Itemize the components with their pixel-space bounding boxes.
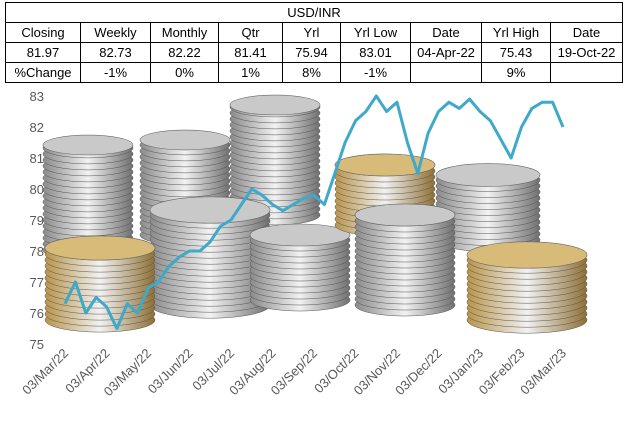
table-cell: 1% [218,62,283,83]
y-tick-label: 81 [30,151,44,166]
table-cell: 9% [481,62,551,83]
table-cell: 82.22 [150,42,219,63]
y-tick-label: 80 [30,182,44,197]
coin-top [435,163,541,187]
table-cell: 04-Apr-22 [410,42,482,63]
table-cell: 81.97 [5,42,81,63]
table-cell [410,62,482,83]
coin-stack [229,94,321,226]
table-cell: -1% [340,62,411,83]
y-tick-label: 83 [30,89,44,104]
table-cell: 19-Oct-22 [549,42,624,63]
y-tick-label: 75 [30,337,44,352]
y-tick-label: 77 [30,275,44,290]
coin-stack [435,163,541,252]
coin-top [44,235,156,261]
y-tick-label: 78 [30,244,44,259]
line-series [63,94,565,330]
x-tick-label: 03/Mar/22 [19,346,71,398]
table-cell: Yrl [282,22,341,43]
table-cell: Monthly [150,22,219,43]
coin-top [139,129,231,151]
table-cell: -1% [80,62,151,83]
table-cell [549,62,624,83]
coin-top [334,153,436,177]
coin-top [229,94,321,116]
coin-stack [354,203,456,317]
y-tick-label: 79 [30,213,44,228]
coin-top [149,196,271,224]
table-cell: Closing [5,22,81,43]
y-tick-label: 82 [30,120,44,135]
coin-stack [42,134,134,261]
table-title: USD/INR [4,2,624,23]
coin-stack [149,196,271,319]
table-cell: Yrl Low [340,22,411,43]
header-row: Closing Weekly Monthly Qtr Yrl Yrl Low Date Yrl… [5,22,624,43]
x-tick-label: 03/Mar/23 [517,346,569,398]
table-cell: 0% [150,62,219,83]
table-cell: Date [549,22,624,43]
table-cell: 75.94 [282,42,341,63]
coin-top [42,134,134,156]
coin-top [466,241,588,269]
table-body: USD/INR Closing Weekly Monthly Qtr Yrl Yrl Lo… [4,2,624,83]
coin-top [354,203,456,227]
table-cell: 75.43 [481,42,551,63]
table-cell: 82.73 [80,42,151,63]
table-cell: 8% [282,62,341,83]
data-row: %Change -1% 0% 1% 8% -1% 9% [5,62,624,83]
rates-table: USD/INR Closing Weekly Monthly Qtr Yrl Yrl Lo… [4,2,624,83]
table-cell: 83.01 [340,42,411,63]
title-row: USD/INR [4,2,624,23]
coin-top [249,223,351,247]
table-cell: Qtr [218,22,283,43]
table-cell: Date [410,22,482,43]
table-cell: Weekly [80,22,151,43]
data-row: 81.97 82.73 82.22 81.41 75.94 83.01 04-Apr-22 7… [5,42,624,63]
x-tick-label: 03/Jun/22 [145,346,196,397]
y-tick-label: 76 [30,306,44,321]
table-cell: %Change [5,62,81,83]
coin-stack [249,223,351,312]
table-cell: Yrl High [481,22,551,43]
coin-stack [466,241,588,334]
coin-stack [44,235,156,333]
table-cell: 81.41 [218,42,283,63]
